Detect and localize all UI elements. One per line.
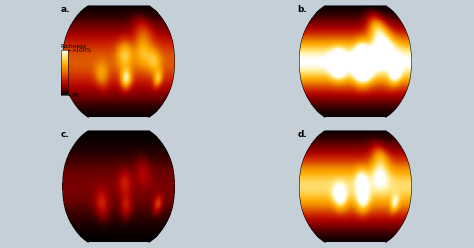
Text: b.: b. <box>298 5 307 14</box>
Text: a.: a. <box>61 5 70 14</box>
Text: c.: c. <box>61 130 70 139</box>
Text: d.: d. <box>298 130 307 139</box>
